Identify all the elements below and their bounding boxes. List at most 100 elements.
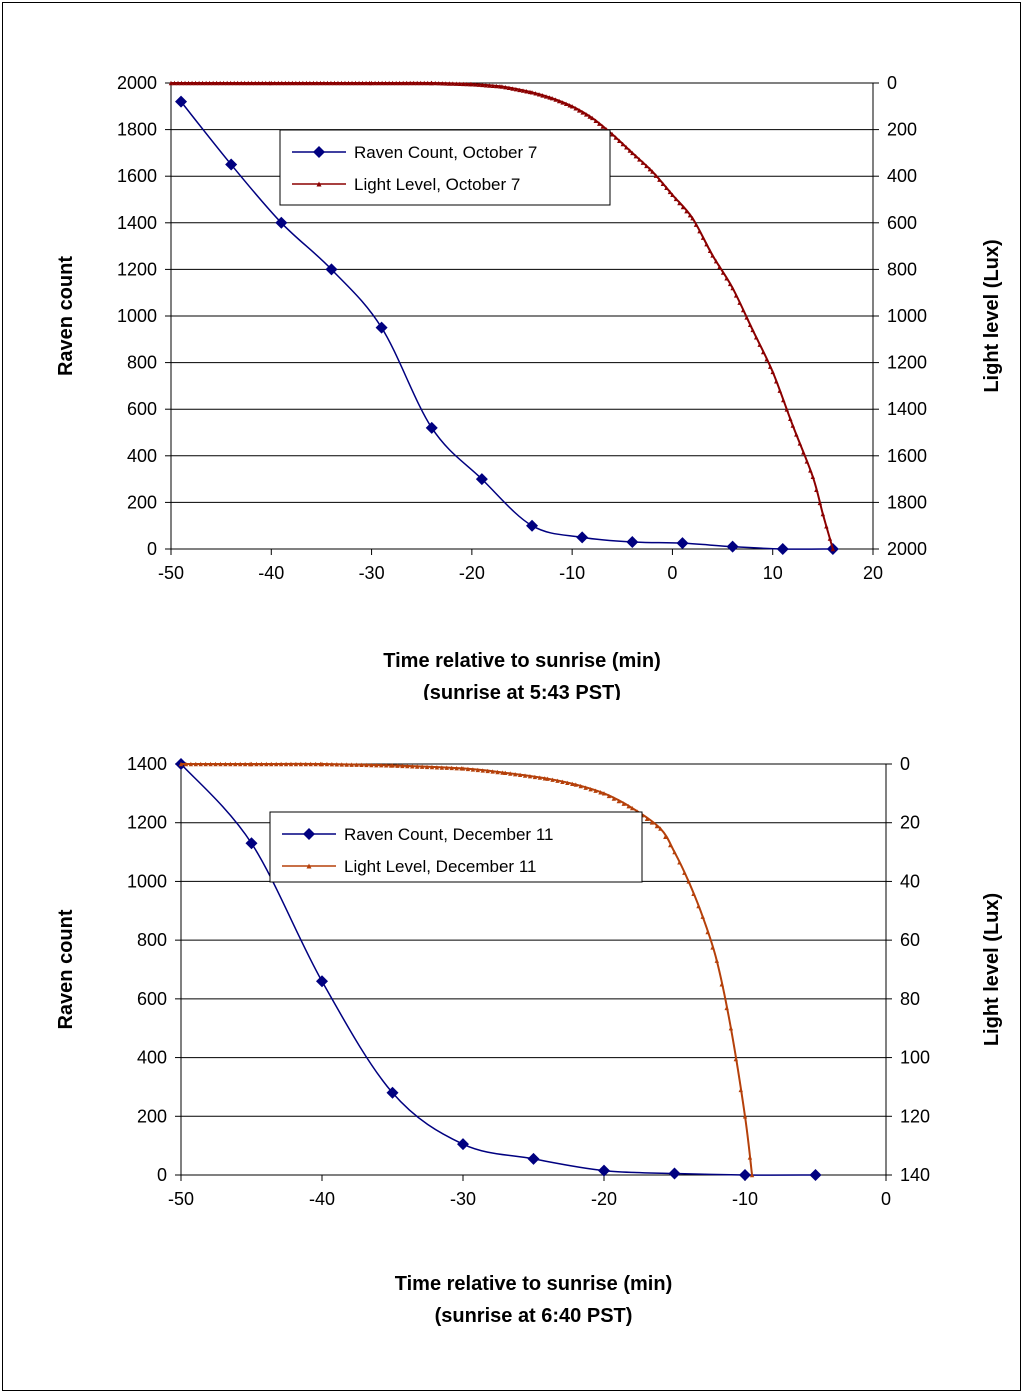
y2-tick-label: 120 xyxy=(900,1106,930,1126)
data-point xyxy=(208,761,213,767)
data-point xyxy=(687,213,693,218)
data-point xyxy=(325,80,330,86)
data-point xyxy=(313,761,318,767)
y2-tick-label: 1400 xyxy=(887,399,927,419)
x-axis-title: Time relative to sunrise (min) xyxy=(383,650,661,672)
data-point xyxy=(627,148,633,153)
legend-label: Light Level, October 7 xyxy=(354,175,520,194)
data-point xyxy=(814,487,819,493)
data-point xyxy=(363,80,369,86)
data-point xyxy=(684,208,689,214)
y-axis-title: Raven count xyxy=(55,909,77,1029)
data-point xyxy=(621,801,626,806)
data-point xyxy=(660,181,666,186)
data-point xyxy=(425,80,430,86)
data-point xyxy=(249,80,254,86)
data-point xyxy=(383,763,389,768)
data-point xyxy=(680,204,686,210)
data-point xyxy=(576,108,582,113)
data-point xyxy=(611,796,617,801)
legend-label: Light Level, December 11 xyxy=(344,857,536,876)
data-point xyxy=(349,762,354,767)
data-point xyxy=(473,82,478,87)
data-point xyxy=(494,83,499,89)
x-tick-label: -30 xyxy=(450,1189,476,1209)
data-point xyxy=(710,945,715,950)
data-point xyxy=(556,98,562,104)
data-point xyxy=(298,761,304,767)
data-point xyxy=(583,785,588,790)
data-point xyxy=(183,761,189,767)
data-point xyxy=(379,80,385,86)
data-point xyxy=(189,80,195,86)
data-point xyxy=(444,765,449,770)
data-point xyxy=(321,80,327,86)
y2-tick-label: 400 xyxy=(887,166,917,186)
data-point xyxy=(397,80,402,86)
data-point xyxy=(288,761,294,767)
data-point xyxy=(443,81,448,86)
data-point xyxy=(527,774,533,779)
data-point xyxy=(517,87,522,93)
data-point xyxy=(742,1114,748,1119)
data-point xyxy=(637,157,642,162)
y2-axis-title: Light level (Lux) xyxy=(981,239,1003,392)
data-point xyxy=(293,80,299,86)
legend-marker xyxy=(303,828,315,840)
data-point xyxy=(457,81,463,87)
data-point xyxy=(644,163,649,169)
legend-label: Raven Count, October 7 xyxy=(354,143,537,162)
legend-box xyxy=(279,129,611,206)
data-point xyxy=(353,80,358,86)
data-point xyxy=(512,771,518,777)
data-point xyxy=(245,837,258,850)
data-point xyxy=(560,779,565,784)
data-point xyxy=(727,281,733,287)
data-point xyxy=(513,87,519,92)
data-point xyxy=(179,80,184,86)
data-point xyxy=(730,285,735,291)
data-point xyxy=(328,80,334,86)
x-tick-label: -40 xyxy=(258,563,284,583)
data-point xyxy=(658,826,663,831)
data-point xyxy=(239,80,244,86)
data-point xyxy=(325,263,338,276)
data-point xyxy=(383,80,388,86)
data-point xyxy=(342,80,348,86)
data-point xyxy=(499,84,505,89)
data-point xyxy=(707,248,713,253)
data-point xyxy=(400,763,405,769)
series-line xyxy=(181,762,754,1176)
data-point xyxy=(624,145,629,150)
data-point xyxy=(630,805,635,811)
data-point xyxy=(386,1086,399,1099)
data-point xyxy=(510,86,515,91)
data-point xyxy=(264,761,269,767)
data-point xyxy=(750,327,755,333)
data-point xyxy=(424,764,430,770)
data-point xyxy=(764,357,769,362)
data-point xyxy=(286,80,292,86)
data-point xyxy=(480,82,485,88)
data-point xyxy=(339,80,344,86)
y-tick-label: 1600 xyxy=(117,166,157,186)
data-point xyxy=(429,764,435,770)
data-point xyxy=(369,762,374,768)
y-tick-label: 0 xyxy=(157,1165,167,1185)
data-point xyxy=(279,80,285,86)
data-point xyxy=(768,364,773,369)
data-point xyxy=(697,228,702,234)
x-tick-label: -40 xyxy=(309,1189,335,1209)
data-point xyxy=(776,543,789,555)
data-point xyxy=(253,80,258,86)
legend-marker xyxy=(313,146,325,158)
data-point xyxy=(710,253,715,258)
data-point xyxy=(663,834,668,840)
x-tick-label: 10 xyxy=(763,563,783,583)
data-point xyxy=(770,369,775,375)
y2-tick-label: 20 xyxy=(900,813,920,833)
data-point xyxy=(439,765,445,770)
data-point xyxy=(720,270,726,275)
data-point xyxy=(374,762,379,768)
data-point xyxy=(414,764,420,769)
